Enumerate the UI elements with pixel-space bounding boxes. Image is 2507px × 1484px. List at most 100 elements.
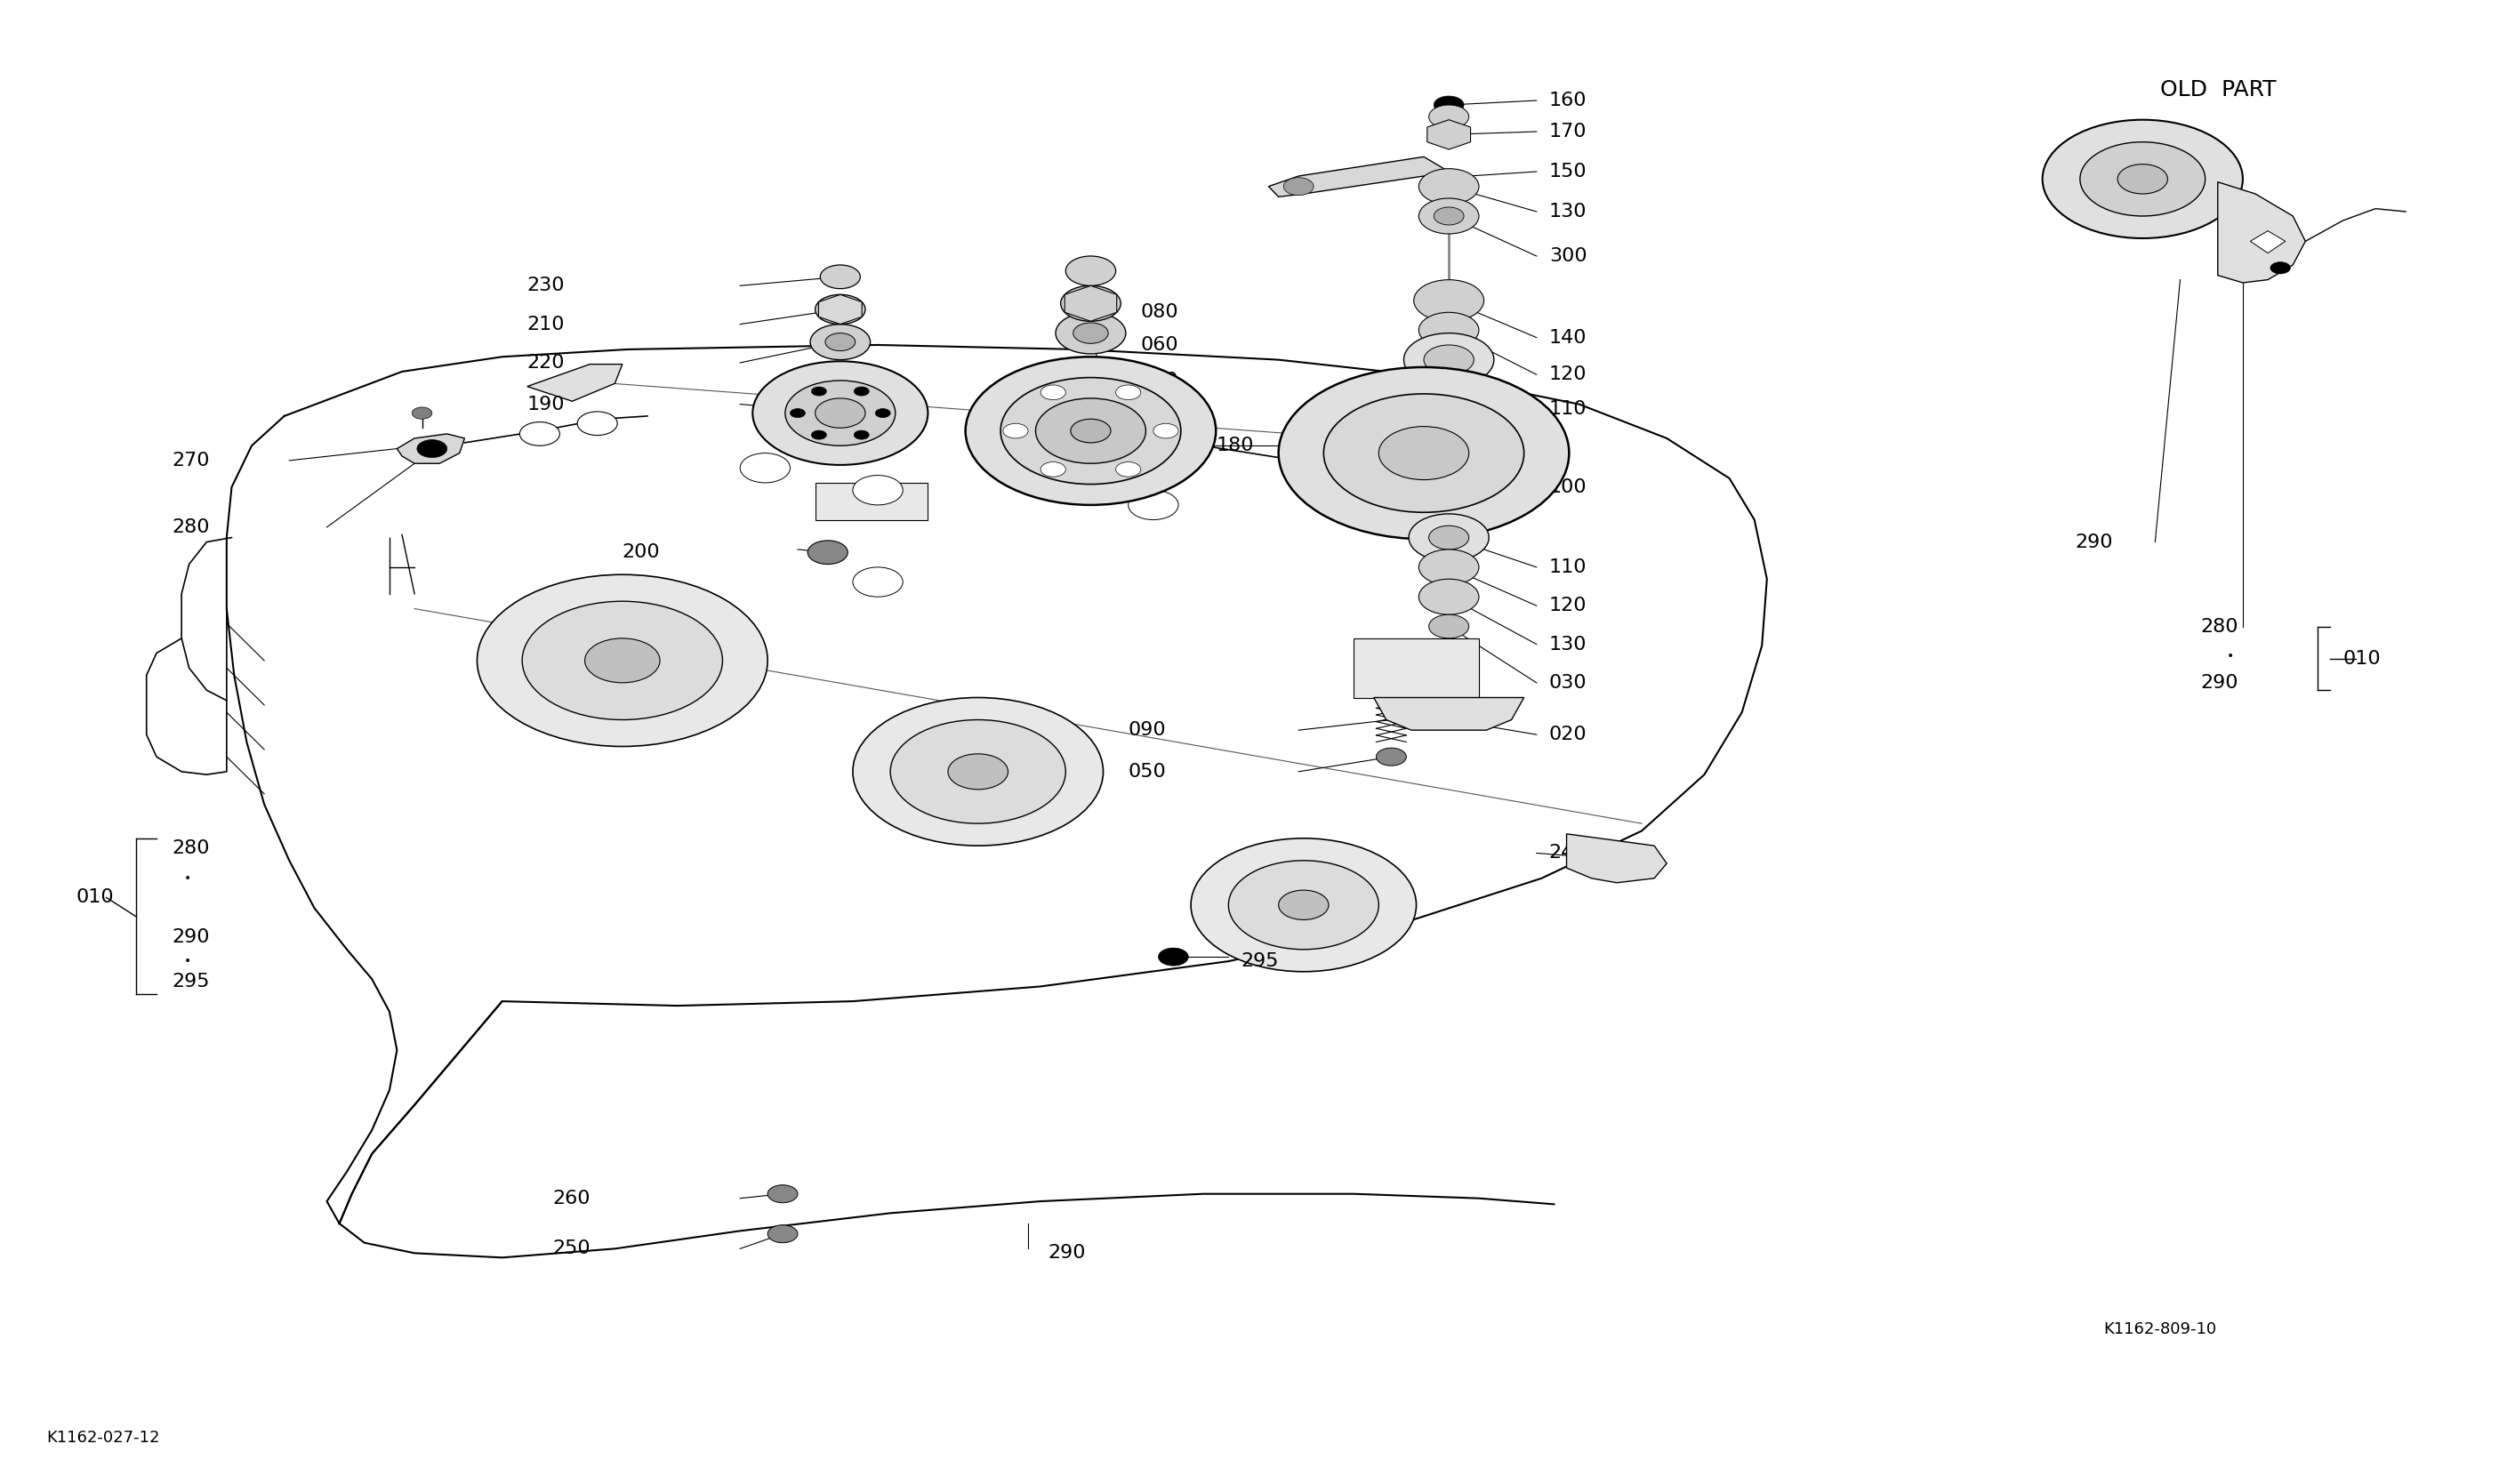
Circle shape	[948, 754, 1008, 789]
Circle shape	[1116, 384, 1141, 399]
Circle shape	[825, 332, 855, 350]
Circle shape	[785, 380, 895, 445]
Text: 300: 300	[1549, 248, 1587, 266]
Circle shape	[812, 387, 827, 396]
Text: 290: 290	[1048, 1244, 1086, 1261]
Text: 280: 280	[170, 518, 211, 536]
Circle shape	[411, 407, 431, 418]
Circle shape	[1153, 423, 1178, 438]
Circle shape	[521, 601, 722, 720]
Polygon shape	[1426, 120, 1472, 150]
Circle shape	[1060, 286, 1121, 321]
Circle shape	[852, 697, 1103, 846]
Circle shape	[1429, 614, 1469, 638]
FancyBboxPatch shape	[1354, 638, 1479, 697]
Circle shape	[1324, 393, 1524, 512]
Circle shape	[875, 408, 890, 417]
Circle shape	[1003, 423, 1028, 438]
Circle shape	[1434, 208, 1464, 226]
Polygon shape	[396, 433, 464, 463]
Circle shape	[1065, 257, 1116, 286]
Circle shape	[1073, 322, 1108, 343]
Text: 150: 150	[1549, 163, 1587, 181]
Text: 140: 140	[1549, 328, 1587, 346]
Text: 160: 160	[1549, 92, 1587, 110]
Polygon shape	[526, 364, 622, 401]
Circle shape	[577, 411, 617, 435]
Circle shape	[1070, 418, 1111, 442]
Circle shape	[852, 567, 903, 597]
Circle shape	[740, 453, 790, 482]
Circle shape	[1419, 169, 1479, 205]
Circle shape	[1279, 890, 1329, 920]
Text: 290: 290	[2201, 674, 2239, 692]
Circle shape	[820, 266, 860, 289]
Circle shape	[1116, 462, 1141, 476]
Polygon shape	[1374, 697, 1524, 730]
Text: 130: 130	[1549, 635, 1587, 653]
Circle shape	[1000, 377, 1181, 484]
Circle shape	[810, 324, 870, 359]
Polygon shape	[1567, 834, 1667, 883]
Circle shape	[1040, 462, 1065, 476]
Text: 295: 295	[170, 974, 211, 991]
Circle shape	[1434, 96, 1464, 114]
FancyBboxPatch shape	[815, 482, 928, 519]
Text: 220: 220	[526, 353, 564, 371]
Text: 290: 290	[170, 929, 211, 947]
Polygon shape	[2251, 232, 2286, 254]
Circle shape	[2043, 120, 2244, 239]
Circle shape	[1228, 861, 1379, 950]
Circle shape	[790, 408, 805, 417]
Circle shape	[852, 475, 903, 505]
Circle shape	[1419, 199, 1479, 234]
Circle shape	[1419, 549, 1479, 585]
Text: 090: 090	[1128, 721, 1166, 739]
Circle shape	[812, 430, 827, 439]
Circle shape	[807, 540, 847, 564]
Text: 020: 020	[1549, 726, 1587, 743]
Polygon shape	[1065, 286, 1116, 321]
Text: 080: 080	[1141, 303, 1178, 321]
Circle shape	[1040, 384, 1065, 399]
Text: 180: 180	[1216, 436, 1254, 454]
Text: 295: 295	[1241, 953, 1279, 971]
Circle shape	[815, 398, 865, 427]
Circle shape	[2271, 263, 2291, 275]
Text: •: •	[183, 873, 191, 884]
Circle shape	[1376, 748, 1406, 766]
Circle shape	[1158, 948, 1188, 966]
Text: 010: 010	[75, 889, 115, 907]
Text: 130: 130	[1549, 203, 1587, 221]
Text: 110: 110	[1549, 558, 1587, 576]
Text: K1162-027-12: K1162-027-12	[45, 1429, 160, 1445]
Text: 070: 070	[1141, 371, 1178, 389]
Circle shape	[1404, 332, 1494, 386]
Circle shape	[1379, 426, 1469, 479]
Circle shape	[2118, 165, 2169, 194]
Text: 240: 240	[1549, 844, 1587, 862]
Text: 290: 290	[2076, 533, 2113, 551]
Circle shape	[1419, 579, 1479, 614]
Text: 010: 010	[2344, 650, 2382, 668]
Text: 230: 230	[526, 278, 564, 295]
Circle shape	[1128, 490, 1178, 519]
Text: 270: 270	[170, 451, 211, 469]
Circle shape	[752, 361, 928, 464]
Text: 190: 190	[526, 395, 564, 413]
Circle shape	[1191, 838, 1416, 972]
Text: 280: 280	[170, 840, 211, 858]
Text: 170: 170	[1549, 123, 1587, 141]
Text: •: •	[2226, 650, 2234, 662]
Circle shape	[815, 295, 865, 324]
Text: •: •	[183, 956, 191, 968]
Text: 260: 260	[552, 1189, 589, 1206]
Circle shape	[2081, 142, 2206, 217]
Circle shape	[855, 430, 870, 439]
Circle shape	[416, 439, 446, 457]
Circle shape	[1409, 513, 1489, 561]
Circle shape	[965, 356, 1216, 505]
Text: 100: 100	[1549, 478, 1587, 496]
Circle shape	[1414, 280, 1484, 321]
Circle shape	[584, 638, 659, 683]
